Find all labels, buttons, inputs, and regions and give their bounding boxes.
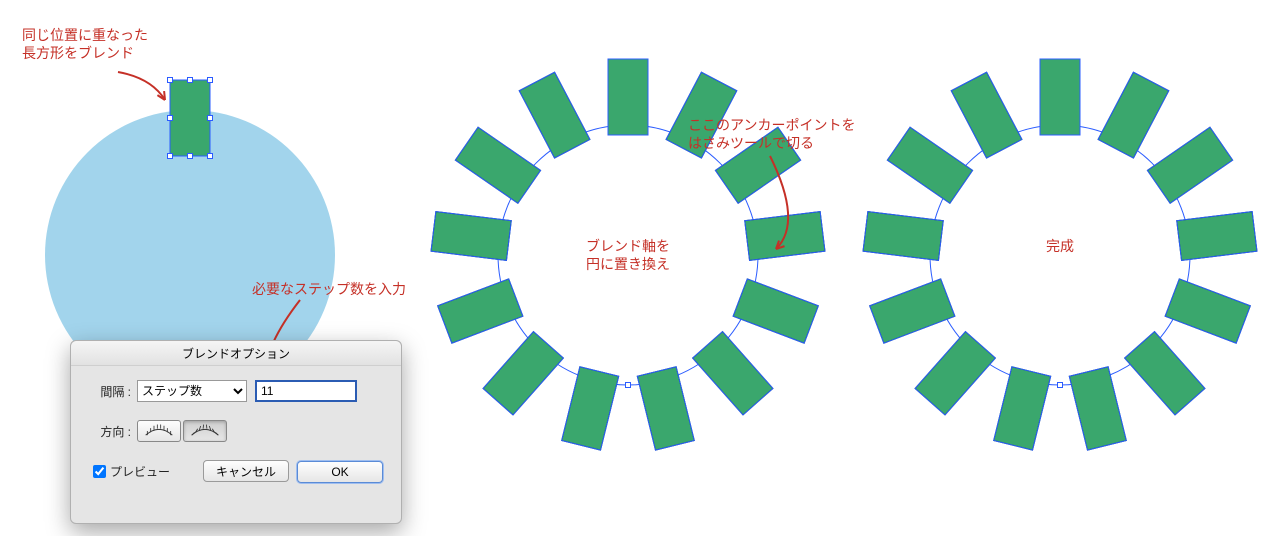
label-complete: 完成: [990, 239, 1130, 257]
blend-rect: [170, 80, 210, 156]
orient-path-button[interactable]: [183, 420, 227, 442]
orient-label: 方向 :: [89, 423, 131, 440]
annot-steps: 必要なステップ数を入力: [252, 282, 406, 300]
preview-checkbox-input[interactable]: [93, 465, 106, 478]
orient-page-button[interactable]: [137, 420, 181, 442]
blend-options-dialog: ブレンドオプション間隔 : ステップ数方向 : プレビュー キャンセル OK: [70, 340, 402, 524]
steps-input[interactable]: [255, 380, 357, 402]
cancel-button[interactable]: キャンセル: [203, 460, 289, 482]
spacing-label: 間隔 :: [89, 383, 131, 400]
dialog-title: ブレンドオプション: [71, 341, 401, 366]
spacing-select[interactable]: ステップ数: [137, 380, 247, 402]
preview-checkbox[interactable]: プレビュー: [89, 462, 170, 481]
label-replace-spine: ブレンド軸を 円に置き換え: [558, 239, 698, 275]
ok-button[interactable]: OK: [297, 461, 383, 483]
preview-label: プレビュー: [110, 463, 170, 480]
annot-cut-anchor: ここのアンカーポイントを はさみツールで切る: [688, 118, 855, 154]
annot-blend-overlapping: 同じ位置に重なった 長方形をブレンド: [22, 28, 148, 64]
